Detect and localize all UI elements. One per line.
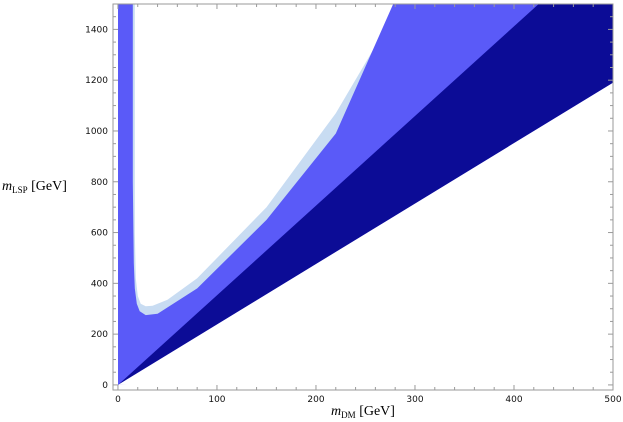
x-tick-label: 400: [505, 395, 522, 405]
region-white-lower-right: [118, 82, 613, 390]
y-tick-label: 800: [91, 178, 108, 188]
y-axis-label: mLSP [GeV]: [2, 179, 67, 195]
x-tick-label: 300: [406, 395, 423, 405]
x-axis-label: mDM [GeV]: [331, 404, 395, 420]
plot-frame: [112, 3, 614, 391]
plot-regions: [118, 4, 613, 390]
y-axis-unit: [GeV]: [28, 179, 67, 194]
y-tick-label: 200: [91, 330, 108, 340]
x-tick-label: 100: [208, 395, 225, 405]
y-tick-label: 600: [91, 229, 108, 239]
y-tick-label: 400: [91, 279, 108, 289]
x-axis-sub: DM: [341, 410, 356, 420]
x-tick-label: 200: [307, 395, 324, 405]
x-axis-unit: [GeV]: [356, 404, 395, 419]
y-tick-label: 1200: [85, 76, 108, 86]
y-axis-sub: LSP: [12, 185, 28, 195]
x-tick-label: 0: [115, 395, 121, 405]
y-tick-label: 0: [102, 381, 108, 391]
axis-ticks: 0 100 200 300 400 500 0 200 400 600 800 1000 1200 140…: [85, 3, 622, 405]
y-tick-label: 1400: [85, 25, 108, 35]
y-axis-var: m: [2, 179, 12, 194]
x-tick-label: 500: [604, 395, 621, 405]
region-dark-region: [118, 4, 613, 385]
x-axis-var: m: [331, 404, 341, 419]
y-tick-label: 1000: [85, 127, 108, 137]
